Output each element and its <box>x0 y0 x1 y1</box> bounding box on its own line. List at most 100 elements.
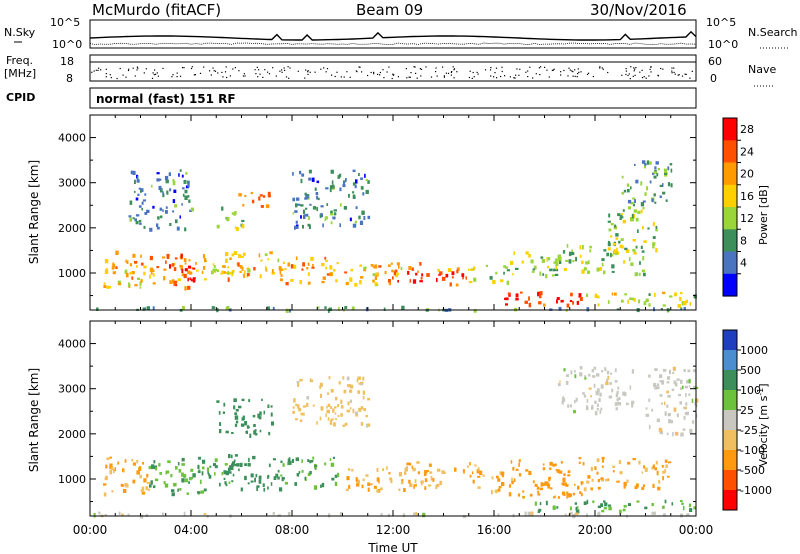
echo-cell <box>143 265 147 269</box>
echo-cell <box>664 469 667 473</box>
echo-cell <box>395 274 398 278</box>
freq-nave-mark <box>641 77 644 79</box>
echo-cell <box>267 191 271 196</box>
colorbar-swatch <box>723 118 737 141</box>
echo-cell <box>528 470 532 476</box>
echo-cell <box>103 483 107 486</box>
echo-cell <box>656 470 659 476</box>
echo-cell <box>568 251 572 257</box>
echo-cell <box>180 254 183 259</box>
echo-cell <box>184 268 188 272</box>
echo-cell <box>586 406 589 411</box>
echo-cell <box>557 256 560 262</box>
echo-cell <box>277 258 280 263</box>
echo-cell <box>287 461 290 466</box>
echo-cell <box>354 411 358 415</box>
echo-cell <box>287 511 291 517</box>
echo-cell <box>645 298 649 303</box>
echo-cell <box>574 502 577 505</box>
echo-cell <box>254 429 257 432</box>
echo-cell <box>454 467 457 472</box>
freq-nave-mark <box>607 71 609 74</box>
echo-cell <box>662 505 665 509</box>
echo-cell <box>349 384 354 389</box>
echo-cell <box>687 369 691 373</box>
echo-cell <box>262 195 266 198</box>
freq-nave-mark <box>234 67 236 69</box>
y-tick-label: 1000 <box>58 267 86 280</box>
colorbar-swatch <box>723 450 737 471</box>
echo-cell <box>241 224 245 229</box>
echo-cell <box>330 210 333 216</box>
echo-cell <box>335 396 338 401</box>
echo-cell <box>651 408 654 412</box>
echo-cell <box>311 460 314 463</box>
echo-cell <box>442 277 445 280</box>
echo-cell <box>165 179 169 184</box>
echo-cell <box>391 269 394 273</box>
echo-cell <box>439 271 443 275</box>
freq-nave-mark <box>191 66 193 68</box>
echo-cell <box>630 217 633 222</box>
echo-cell <box>645 407 648 410</box>
echo-cell <box>627 503 631 506</box>
echo-cell <box>602 459 604 463</box>
echo-cell <box>667 395 671 398</box>
echo-cell <box>241 398 245 402</box>
echo-cell <box>676 378 680 381</box>
echo-cell <box>117 461 120 465</box>
echo-cell <box>367 398 371 401</box>
echo-cell <box>567 474 571 477</box>
echo-cell <box>261 398 263 401</box>
echo-cell <box>665 464 668 468</box>
echo-cell <box>175 466 178 470</box>
echo-cell <box>316 207 318 212</box>
echo-cell <box>600 384 604 389</box>
echo-cell <box>424 469 428 474</box>
echo-cell <box>664 459 668 463</box>
echo-cell <box>667 166 670 171</box>
echo-cell <box>224 463 228 466</box>
freq-nave-mark <box>116 77 118 80</box>
echo-cell <box>670 183 673 188</box>
echo-cell <box>308 177 312 181</box>
freq-nave-mark <box>217 72 219 74</box>
echo-cell <box>301 173 305 177</box>
freq-nave-mark <box>560 74 562 76</box>
echo-cell <box>138 187 141 190</box>
echo-cell <box>570 251 575 256</box>
echo-cell <box>346 376 350 381</box>
echo-cell <box>326 203 329 206</box>
echo-cell <box>594 293 598 298</box>
echo-cell <box>141 207 144 211</box>
echo-cell <box>600 477 604 480</box>
freq-nave-mark <box>134 75 136 77</box>
freq-nave-mark <box>373 73 375 75</box>
echo-cell <box>349 384 352 388</box>
echo-cell <box>151 464 155 468</box>
echo-cell <box>400 480 404 485</box>
echo-cell <box>522 490 525 493</box>
echo-cell <box>143 478 147 483</box>
echo-cell <box>239 265 243 269</box>
echo-cell <box>135 214 140 217</box>
echo-cell <box>680 379 683 384</box>
colorbar-tick-label: 24 <box>740 145 754 158</box>
echo-cell <box>310 379 314 383</box>
freq-nave-mark <box>243 73 245 75</box>
echo-cell <box>570 404 572 408</box>
echo-cell <box>601 456 605 460</box>
echo-cell <box>627 461 631 465</box>
echo-cell <box>250 191 254 195</box>
echo-cell <box>346 476 350 481</box>
echo-cell <box>622 209 625 212</box>
y-tick-label: 3000 <box>58 383 86 396</box>
echo-cell <box>694 401 697 406</box>
echo-cell <box>288 460 292 465</box>
freq-nave-mark <box>346 71 348 73</box>
freq-label: Freq. <box>6 54 33 67</box>
echo-cell <box>104 270 109 274</box>
echo-cell <box>308 216 310 220</box>
echo-cell <box>649 161 652 165</box>
